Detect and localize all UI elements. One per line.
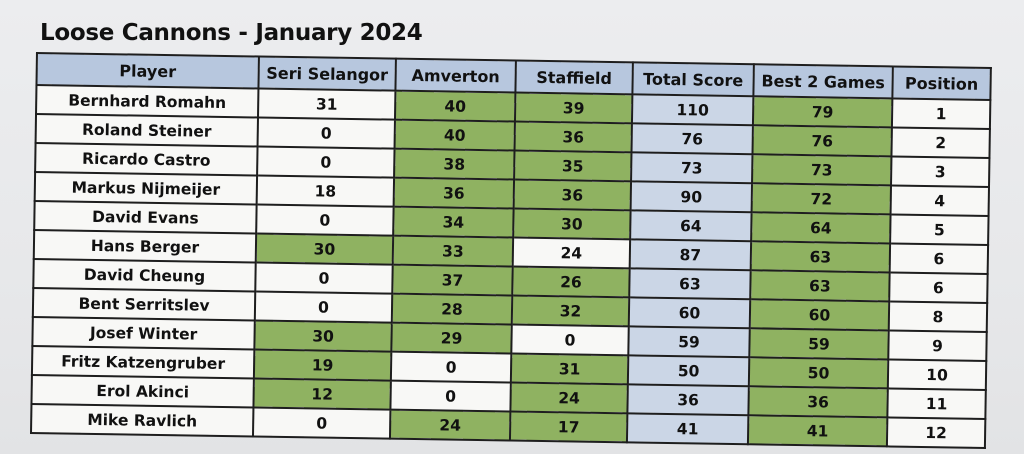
position-cell: 12 [886,417,986,448]
total-score-cell: 73 [631,152,753,184]
best-2-games-cell: 72 [751,183,892,215]
column-header-staffield: Staffield [515,60,633,95]
position-cell: 9 [888,330,987,361]
page-title: Loose Cannons - January 2024 [40,20,423,46]
amverton-cell: 0 [390,380,511,412]
player-cell: David Evans [34,200,257,234]
position-cell: 4 [890,185,989,216]
staffield-cell: 30 [513,208,631,240]
staffield-cell: 17 [509,411,628,443]
total-score-cell: 87 [629,239,752,271]
amverton-cell: 33 [392,235,514,267]
seri-selangor-cell: 0 [255,262,393,294]
position-cell: 6 [889,272,988,303]
total-score-cell: 64 [630,210,752,242]
column-header-amverton: Amverton [395,58,516,93]
total-score-cell: 41 [626,413,749,445]
best-2-games-cell: 63 [750,270,890,302]
seri-selangor-cell: 18 [256,175,395,207]
staffield-cell: 0 [511,324,629,356]
best-2-games-cell: 73 [752,154,892,186]
player-cell: Markus Nijmeijer [34,172,258,205]
amverton-cell: 38 [394,148,515,180]
best-2-games-cell: 41 [747,415,888,447]
seri-selangor-cell: 0 [257,117,395,149]
player-cell: David Cheung [33,258,256,292]
seri-selangor-cell: 0 [252,407,391,439]
seri-selangor-cell: 0 [257,146,395,178]
best-2-games-cell: 79 [752,96,893,128]
position-cell: 10 [887,359,987,390]
amverton-cell: 36 [393,177,515,209]
total-score-cell: 90 [630,181,753,213]
staffield-cell: 32 [511,295,630,327]
player-cell: Josef Winter [32,316,255,350]
position-cell: 1 [891,98,991,129]
player-cell: Bent Serritslev [32,287,256,321]
column-header-best-2-games: Best 2 Games [753,64,893,99]
player-cell: Mike Ravlich [31,403,254,437]
total-score-cell: 59 [628,326,750,358]
total-score-cell: 50 [627,355,750,387]
staffield-cell: 35 [514,150,632,182]
amverton-cell: 40 [394,119,515,151]
staffield-cell: 36 [514,121,632,153]
position-cell: 6 [889,243,989,274]
seri-selangor-cell: 31 [257,88,396,120]
best-2-games-cell: 63 [750,241,891,273]
amverton-cell: 28 [391,293,513,325]
total-score-cell: 76 [631,123,753,155]
player-cell: Hans Berger [33,229,257,263]
seri-selangor-cell: 0 [254,291,393,323]
staffield-cell: 36 [513,179,632,211]
amverton-cell: 24 [389,409,511,441]
staffield-cell: 24 [512,237,631,269]
standings-table-wrap: Player Seri Selangor Amverton Staffield … [30,52,992,449]
position-cell: 5 [890,214,989,245]
player-cell: Bernhard Romahn [36,85,259,118]
column-header-total-score: Total Score [632,62,754,97]
seri-selangor-cell: 19 [253,349,392,381]
standings-table: Player Seri Selangor Amverton Staffield … [30,52,992,449]
position-cell: 2 [891,127,990,158]
staffield-cell: 31 [510,353,629,385]
player-cell: Fritz Katzengruber [31,345,255,379]
best-2-games-cell: 50 [748,357,889,389]
amverton-cell: 0 [390,351,512,383]
total-score-cell: 63 [629,268,751,300]
column-header-player: Player [36,53,259,89]
best-2-games-cell: 64 [751,212,891,244]
amverton-cell: 37 [392,264,513,296]
seri-selangor-cell: 30 [255,233,394,265]
total-score-cell: 110 [631,94,754,126]
table-body: Bernhard Romahn 31 40 39 110 79 1 Roland Steine… [31,85,991,448]
seri-selangor-cell: 12 [253,378,391,410]
best-2-games-cell: 60 [749,299,890,331]
player-cell: Erol Akinci [31,374,254,408]
position-cell: 8 [888,301,988,332]
total-score-cell: 60 [628,297,751,329]
staffield-cell: 39 [514,92,633,124]
position-cell: 11 [887,388,986,419]
total-score-cell: 36 [627,384,749,416]
amverton-cell: 34 [393,206,514,238]
column-header-position: Position [892,66,991,100]
column-header-seri-selangor: Seri Selangor [258,56,396,91]
seri-selangor-cell: 0 [256,204,394,236]
best-2-games-cell: 36 [748,386,888,418]
staffield-cell: 24 [510,382,628,414]
position-cell: 3 [891,156,990,187]
best-2-games-cell: 76 [752,125,892,157]
seri-selangor-cell: 30 [254,320,392,352]
player-cell: Roland Steiner [35,114,258,147]
player-cell: Ricardo Castro [35,143,258,176]
amverton-cell: 40 [394,90,516,122]
best-2-games-cell: 59 [749,328,889,360]
staffield-cell: 26 [512,266,630,298]
amverton-cell: 29 [391,322,512,354]
